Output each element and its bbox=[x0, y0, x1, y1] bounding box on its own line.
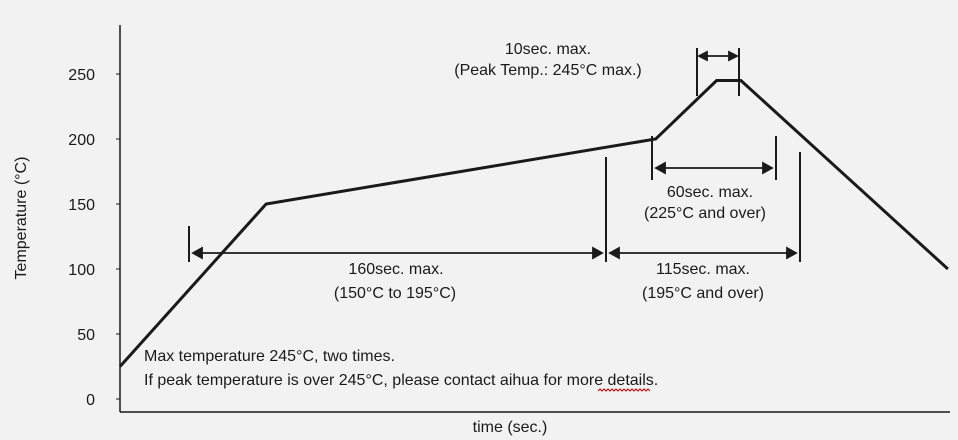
over225-arrow bbox=[654, 161, 774, 175]
y-tick-label-150: 150 bbox=[68, 197, 95, 214]
y-tick-label-50: 50 bbox=[77, 327, 95, 344]
over225-label-line2: (225°C and over) bbox=[644, 205, 766, 222]
y-tick-label-0: 0 bbox=[86, 392, 95, 409]
y-tick-label-200: 200 bbox=[68, 132, 95, 149]
temperature-profile-line bbox=[118, 79, 949, 368]
y-axis-title: Temperature (°C) bbox=[13, 157, 30, 280]
preheat-arrow bbox=[191, 246, 604, 260]
note-line2: If peak temperature is over 245°C, pleas… bbox=[144, 372, 658, 389]
marker-lines bbox=[188, 48, 801, 262]
y-tick-labels: 0 50 100 150 200 250 bbox=[68, 67, 120, 409]
peak-arrow bbox=[696, 50, 740, 62]
dimension-arrows bbox=[191, 50, 798, 260]
x-axis-title: time (sec.) bbox=[473, 419, 548, 436]
over195-label-line1: 115sec. max. bbox=[656, 261, 750, 278]
y-tick-label-250: 250 bbox=[68, 67, 95, 84]
over225-label-line1: 60sec. max. bbox=[667, 184, 753, 201]
peak-label-line2: (Peak Temp.: 245°C max.) bbox=[454, 62, 642, 79]
note-line1: Max temperature 245°C, two times. bbox=[144, 348, 395, 365]
spellcheck-underline bbox=[597, 388, 651, 392]
peak-label-line1: 10sec. max. bbox=[505, 41, 591, 58]
over195-label-line2: (195°C and over) bbox=[642, 285, 764, 302]
preheat-label-line2: (150°C to 195°C) bbox=[334, 285, 456, 302]
preheat-label-line1: 160sec. max. bbox=[348, 261, 443, 278]
y-tick-label-100: 100 bbox=[68, 262, 95, 279]
over195-arrow bbox=[608, 246, 798, 260]
